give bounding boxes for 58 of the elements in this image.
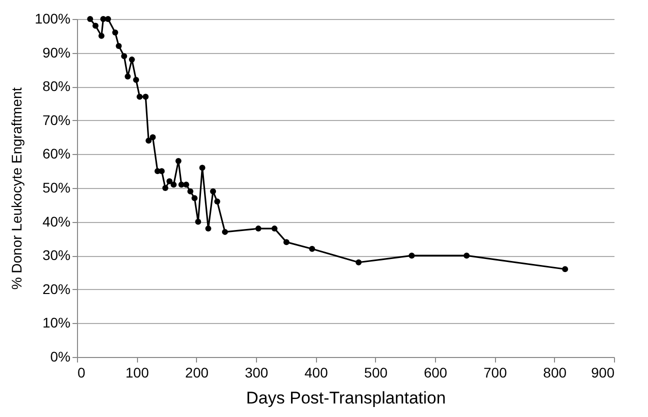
point — [271, 226, 278, 232]
y-tick-label: 30% — [42, 247, 70, 264]
point — [183, 182, 190, 188]
point — [87, 16, 94, 22]
x-tick-label: 200 — [185, 364, 209, 380]
point — [92, 22, 98, 29]
point — [255, 226, 262, 232]
y-axis-title: % Donor Leukocyte Engraftment — [8, 87, 25, 290]
point — [175, 158, 182, 164]
point — [222, 228, 228, 235]
point — [562, 266, 568, 272]
point — [142, 94, 149, 100]
point — [133, 76, 140, 83]
y-tick-label: 40% — [42, 213, 70, 230]
point — [170, 182, 177, 188]
point — [192, 195, 198, 202]
point — [464, 252, 470, 259]
x-tick-label: 100 — [125, 364, 150, 380]
y-tick-label: 0% — [50, 348, 70, 364]
point — [146, 138, 152, 144]
point — [98, 32, 104, 39]
y-tick-label: 70% — [42, 112, 70, 128]
point — [408, 252, 415, 259]
point — [105, 16, 112, 22]
x-tick-label: 900 — [591, 364, 615, 380]
point — [150, 134, 156, 140]
point — [187, 188, 194, 194]
point — [283, 239, 290, 246]
point — [136, 94, 143, 100]
x-axis-title: Days Post-Transplantation — [246, 388, 446, 408]
point — [124, 73, 131, 80]
point — [121, 53, 128, 60]
point — [195, 218, 202, 225]
x-tick-label: 700 — [483, 364, 508, 380]
x-tick-label: 300 — [244, 364, 268, 380]
point — [199, 164, 206, 171]
point — [128, 56, 135, 63]
y-tick-label: 60% — [42, 146, 70, 162]
y-tick-label: 100% — [34, 10, 70, 26]
x-tick-label: 0 — [78, 364, 86, 380]
y-tick-label: 90% — [42, 44, 70, 60]
x-tick-label: 500 — [364, 364, 388, 380]
y-tick-label: 80% — [42, 78, 70, 94]
point — [309, 246, 316, 252]
y-tick-label: 20% — [42, 280, 70, 297]
y-tick-label: 50% — [42, 180, 70, 196]
x-tick-label: 800 — [543, 364, 567, 380]
point — [205, 226, 212, 232]
point — [210, 188, 216, 194]
x-tick-label: 600 — [424, 364, 448, 380]
point — [214, 198, 220, 205]
point — [356, 259, 362, 266]
x-tick-label: 400 — [304, 364, 328, 380]
y-tick-label: 10% — [42, 314, 70, 331]
point — [116, 43, 122, 50]
point — [112, 30, 118, 36]
point — [166, 178, 172, 184]
point — [162, 185, 168, 191]
